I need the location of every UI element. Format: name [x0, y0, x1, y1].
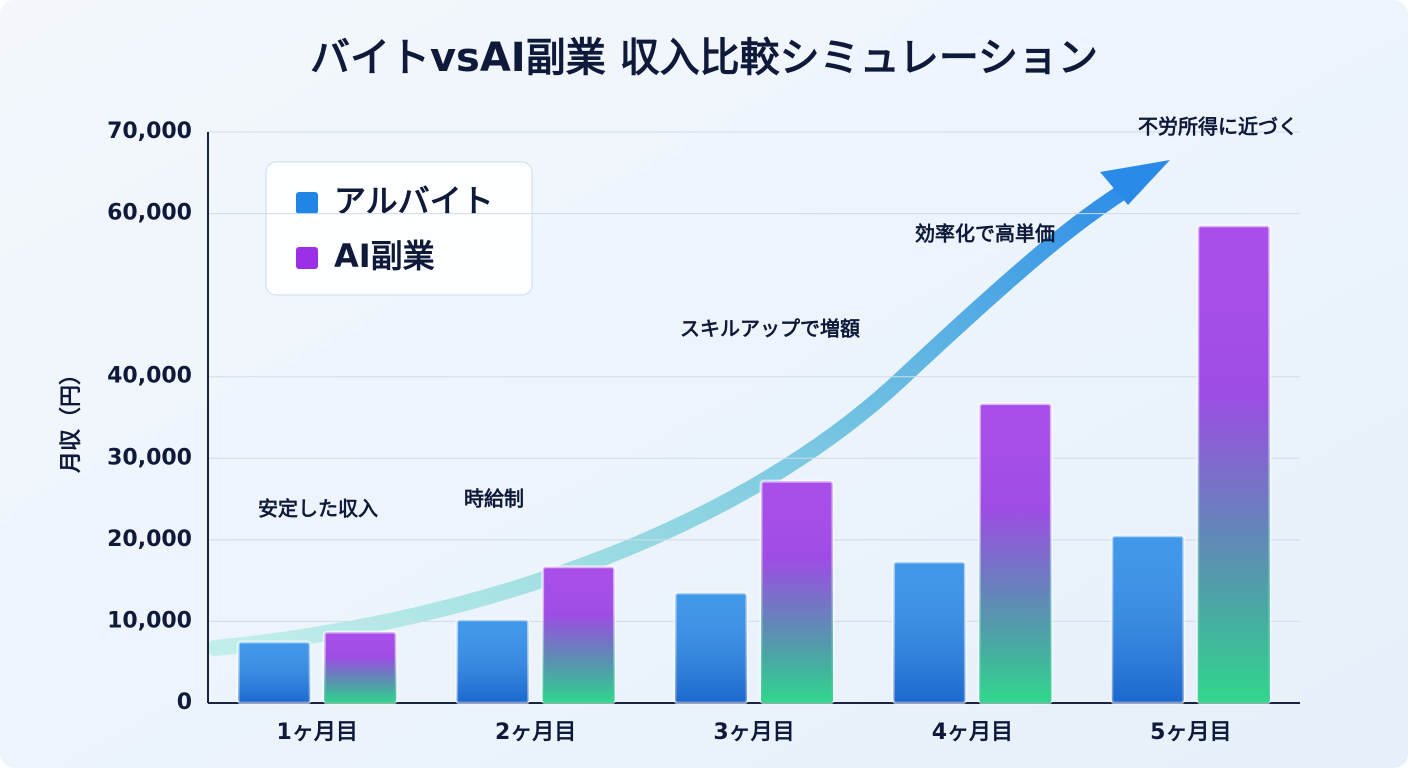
bar-shade	[893, 561, 966, 703]
x-tick-label: 2ヶ月目	[495, 720, 576, 745]
bar-shade	[675, 592, 747, 703]
legend-swatch	[296, 192, 318, 214]
annotation: 安定した収入	[258, 497, 378, 521]
annotation: 時給制	[464, 487, 524, 511]
bar-glow	[324, 656, 397, 703]
annotation: スキルアップで増額	[680, 317, 860, 341]
y-tick-label: 30,000	[107, 445, 192, 470]
bar-shade	[238, 641, 311, 703]
bar-glow	[1197, 392, 1270, 703]
bar-glow	[761, 558, 833, 703]
bar-glow	[542, 614, 615, 703]
annotation: 効率化で高単価	[915, 222, 1055, 246]
bar-glow	[979, 508, 1052, 703]
x-tick-label: 1ヶ月目	[277, 720, 358, 745]
bar-shade	[456, 619, 529, 703]
trend-arrow	[207, 172, 1148, 656]
x-tick-label: 4ヶ月目	[932, 720, 1013, 745]
bar-shade	[1111, 535, 1184, 703]
legend-swatch	[296, 247, 318, 269]
legend: アルバイト AI副業	[265, 161, 533, 296]
y-tick-label: 60,000	[107, 201, 192, 226]
y-axis-label: 月収（円）	[59, 363, 84, 474]
y-tick-label: 0	[177, 690, 192, 715]
annotation: 不労所得に近づく	[1138, 115, 1298, 139]
y-tick-label: 10,000	[107, 608, 192, 633]
y-tick-label: 20,000	[107, 527, 192, 552]
x-tick-label: 3ヶ月目	[713, 720, 794, 745]
legend-label: アルバイト	[334, 182, 494, 220]
y-tick-label: 70,000	[107, 119, 192, 144]
chart-title: バイトvsAI副業 収入比較シミュレーション	[310, 35, 1098, 81]
x-tick-label: 5ヶ月目	[1150, 720, 1231, 745]
legend-box	[265, 161, 533, 296]
legend-label: AI副業	[334, 237, 435, 275]
y-tick-label: 40,000	[107, 364, 192, 389]
trend-arrow-head	[1100, 160, 1170, 205]
